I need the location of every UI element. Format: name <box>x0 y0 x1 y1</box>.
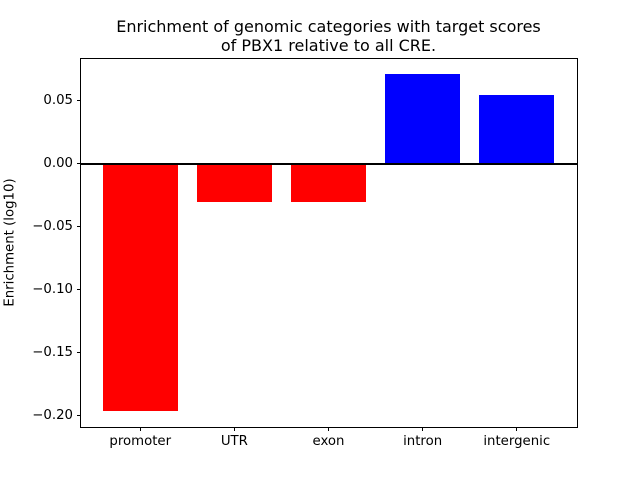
bar-UTR <box>196 163 273 202</box>
y-tick-label: −0.05 <box>32 218 73 234</box>
y-tick-label: 0.00 <box>43 155 73 171</box>
x-tick-mark <box>328 427 329 431</box>
bar-intron <box>384 74 461 164</box>
y-tick-label: −0.10 <box>32 281 73 297</box>
y-tick-label: −0.15 <box>32 344 73 360</box>
x-tick-label-exon: exon <box>312 433 345 449</box>
y-tick-mark <box>76 100 80 102</box>
y-tick-mark <box>76 352 80 354</box>
bar-exon <box>290 163 367 202</box>
x-tick-mark <box>233 427 235 431</box>
x-tick-mark <box>516 427 518 431</box>
y-tick-mark <box>76 289 80 291</box>
y-tick-label: −0.20 <box>32 407 73 423</box>
y-tick-mark <box>76 226 80 228</box>
y-tick-label: 0.05 <box>43 92 73 108</box>
x-tick-label-promoter: promoter <box>109 433 172 449</box>
x-tick-mark <box>139 427 141 431</box>
zero-line <box>80 162 577 165</box>
chart-title: Enrichment of genomic categories with ta… <box>80 17 577 55</box>
chart-title-line-2: of PBX1 relative to all CRE. <box>220 36 437 55</box>
chart-title-line-1: Enrichment of genomic categories with ta… <box>116 17 541 36</box>
bar-promoter <box>102 163 178 411</box>
x-tick-mark <box>422 427 424 431</box>
x-tick-label-UTR: UTR <box>220 433 248 449</box>
y-tick-mark <box>76 163 80 165</box>
bar-intergenic <box>479 94 555 164</box>
y-tick-mark <box>76 415 80 417</box>
x-tick-label-intergenic: intergenic <box>483 433 551 449</box>
x-tick-label-intron: intron <box>403 433 443 449</box>
